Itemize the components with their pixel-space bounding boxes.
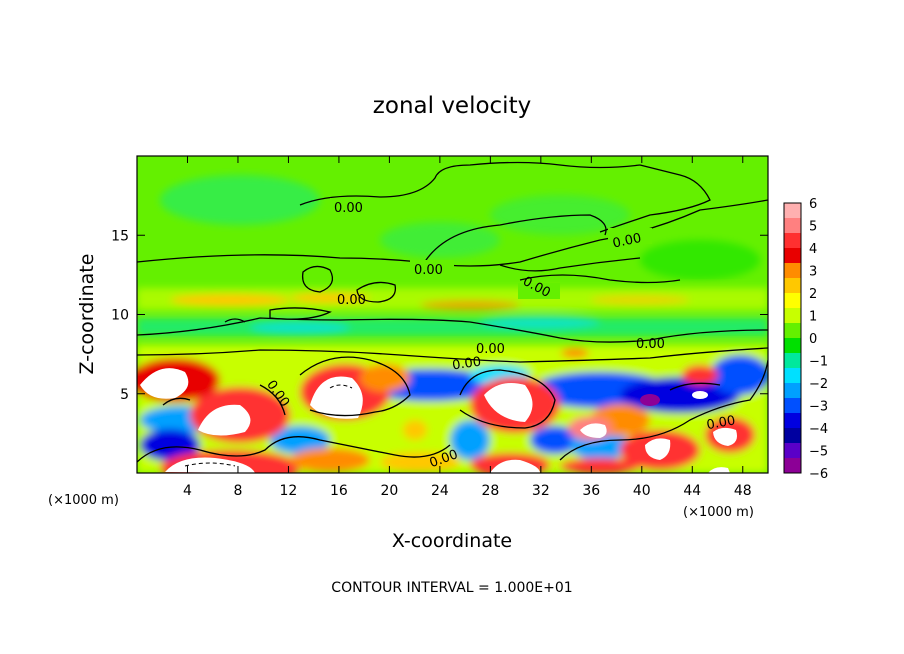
colorbar-tick-label: 5	[809, 220, 817, 235]
chart-title: zonal velocity	[373, 93, 531, 119]
colorbar-tick-label: −5	[809, 445, 828, 460]
colorbar-swatch	[784, 203, 801, 219]
colorbar-tick-label: 1	[809, 310, 817, 325]
colorbar-swatch	[784, 428, 801, 444]
colorbar-swatch	[784, 263, 801, 279]
contour-label: 0.00	[337, 293, 366, 308]
x-tick-label: 24	[431, 483, 449, 499]
colorbar-swatch	[784, 413, 801, 429]
colorbar-swatch	[784, 368, 801, 384]
x-tick-label: 20	[380, 483, 398, 499]
contour-label: 0.00	[636, 337, 665, 352]
contour-label: 0.00	[705, 413, 736, 433]
colorbar-swatch	[784, 398, 801, 414]
colorbar-tick-label: −2	[809, 377, 828, 392]
contour-label: 0.00	[476, 342, 505, 357]
x-axis: 4 8 12 16 20 24 28 32 36 40 44 48	[183, 156, 752, 499]
colorbar-swatch	[784, 383, 801, 399]
z-unit-label: (×1000 m)	[48, 493, 119, 508]
colorbar-tick-label: 4	[809, 242, 817, 257]
x-tick-label: 44	[683, 483, 701, 499]
x-tick-label: 12	[280, 483, 298, 499]
x-tick-label: 4	[183, 483, 192, 499]
colorbar-swatch	[784, 338, 801, 354]
colorbar-swatch	[784, 353, 801, 369]
z-tick-label: 15	[111, 228, 129, 244]
colorbar-swatch	[784, 233, 801, 249]
z-tick-label: 5	[120, 387, 129, 403]
x-tick-label: 16	[330, 483, 348, 499]
x-tick-label: 36	[582, 483, 600, 499]
colorbar-frame	[783, 202, 802, 474]
colorbar-swatch	[784, 218, 801, 234]
colorbar-swatch	[784, 458, 801, 474]
colorbar: 6 5 4 3 2 1 0 −1 −2 −3 −4 −5 −6	[783, 197, 828, 482]
colorbar-tick-label: −6	[809, 467, 828, 482]
colorbar-tick-label: −3	[809, 400, 828, 415]
colorbar-tick-label: 0	[809, 332, 817, 347]
x-axis-label: X-coordinate	[392, 530, 512, 552]
colorbar-swatch	[784, 443, 801, 459]
colorbar-swatch	[784, 293, 801, 309]
contour-label: 0.00	[334, 201, 363, 216]
colorbar-swatch	[784, 278, 801, 294]
colorbar-tick-label: −4	[809, 422, 828, 437]
x-unit-label: (×1000 m)	[683, 505, 754, 520]
colorbar-tick-label: −1	[809, 355, 828, 370]
contour-label: 0.00	[414, 263, 443, 278]
colorbar-tick-label: 6	[809, 197, 817, 212]
colorbar-swatch	[784, 323, 801, 339]
colorbar-swatch	[784, 308, 801, 324]
z-axis-label: Z-coordinate	[76, 254, 98, 375]
colorbar-tick-label: 2	[809, 287, 817, 302]
plot-area: 0.00 0.00 0.00 0.00 0.00 0.00 0.00 0.00 …	[137, 156, 768, 473]
z-axis: 5 10 15	[111, 228, 768, 403]
colorbar-swatch	[784, 248, 801, 264]
x-tick-label: 32	[532, 483, 550, 499]
x-tick-label: 8	[233, 483, 242, 499]
colorbar-tick-label: 3	[809, 265, 817, 280]
x-tick-label: 48	[734, 483, 752, 499]
contour-label: 0.00	[451, 355, 482, 374]
x-tick-label: 28	[481, 483, 499, 499]
x-tick-label: 40	[633, 483, 651, 499]
contour-interval-note: CONTOUR INTERVAL = 1.000E+01	[331, 580, 572, 596]
contour-label: 0.00	[611, 231, 642, 252]
z-tick-label: 10	[111, 308, 129, 324]
